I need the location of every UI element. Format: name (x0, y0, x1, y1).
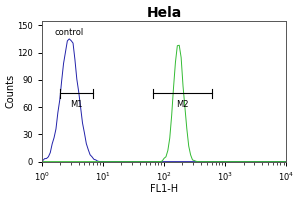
Title: Hela: Hela (146, 6, 182, 20)
Text: control: control (54, 28, 83, 37)
X-axis label: FL1-H: FL1-H (150, 184, 178, 194)
Y-axis label: Counts: Counts (6, 74, 16, 108)
Text: M2: M2 (176, 100, 188, 109)
Text: M1: M1 (70, 100, 83, 109)
